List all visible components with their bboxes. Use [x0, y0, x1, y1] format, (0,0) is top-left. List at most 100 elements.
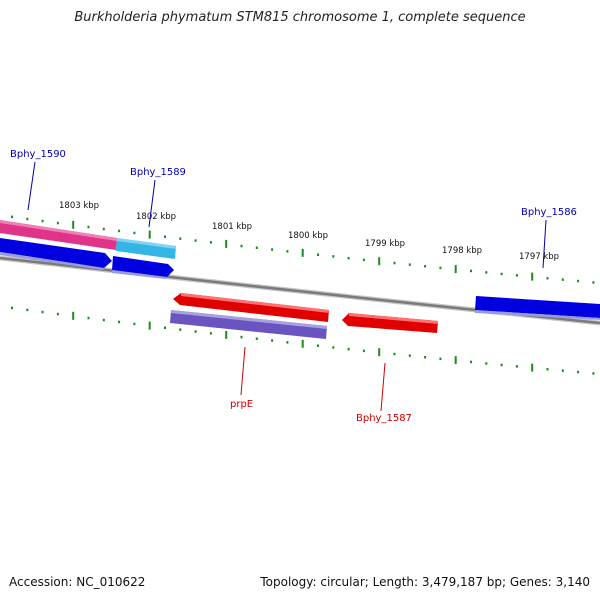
gene-label-prpE[interactable]: prpE [230, 399, 253, 410]
inner-track-tick [194, 330, 197, 333]
gene-cyan[interactable] [116, 238, 176, 259]
gene-pink[interactable] [0, 220, 117, 250]
outer-track-tick [209, 241, 212, 244]
inner-track-tick [531, 363, 534, 372]
inner-track-tick [179, 328, 182, 331]
inner-track-tick [301, 339, 304, 348]
outer-track-tick [485, 271, 488, 274]
inner-track-tick [546, 368, 549, 371]
inner-track-tick [255, 337, 258, 340]
outer-track-tick [393, 261, 396, 265]
inner-track-tick [577, 370, 580, 374]
outer-track-tick [347, 256, 350, 260]
outer-track-tick [592, 281, 595, 284]
outer-track-tick [271, 248, 274, 251]
outer-track-tick [148, 230, 151, 239]
outer-track-tick [72, 220, 75, 229]
inner-track-tick [209, 332, 212, 335]
inner-track-tick [378, 348, 381, 357]
outer-track-tick [454, 265, 457, 274]
inner-track-tick [87, 316, 90, 320]
tick-label-1797: 1797 kbp [519, 252, 559, 262]
outer-track-tick [11, 215, 13, 219]
inner-track-tick [225, 330, 228, 339]
map-title: Burkholderia phymatum STM815 chromosome … [74, 10, 526, 25]
outer-track-tick [546, 277, 549, 280]
leader-bphy-1586 [542, 219, 547, 269]
tick-label-1800: 1800 kbp [288, 231, 328, 241]
tick-label-1803: 1803 kbp [59, 201, 99, 211]
outer-track-tick [240, 244, 243, 248]
outer-track-tick [286, 250, 289, 253]
outer-track-tick [561, 278, 564, 281]
gene-bphy-1586[interactable] [475, 296, 600, 320]
inner-track-tick [102, 318, 105, 322]
outer-tick-track [11, 215, 595, 284]
outer-track-tick [41, 219, 44, 223]
inner-track-tick [271, 339, 274, 342]
footer-topology: Topology: circular; Length: 3,479,187 bp… [260, 575, 590, 589]
inner-track-tick [286, 341, 289, 344]
leader-prpE [240, 346, 246, 396]
inner-track-tick [148, 321, 151, 330]
inner-track-tick [11, 306, 13, 310]
inner-track-tick [41, 310, 44, 314]
tick-label-1798: 1798 kbp [442, 246, 482, 256]
inner-track-tick [470, 360, 472, 364]
inner-track-tick [592, 372, 595, 375]
tick-label-1802: 1802 kbp [136, 212, 176, 222]
outer-track-tick [439, 266, 442, 270]
tick-label-1801: 1801 kbp [212, 222, 252, 232]
inner-track-tick [332, 346, 335, 349]
outer-track-tick [301, 248, 304, 257]
gene-label-bphy-1590[interactable]: Bphy_1590 [10, 149, 66, 160]
inner-track-tick [485, 362, 488, 365]
gene-label-bphy-1587[interactable]: Bphy_1587 [356, 413, 412, 424]
gene-prpE-red[interactable] [173, 293, 329, 322]
inner-track-tick [424, 356, 427, 359]
inner-track-tick [164, 326, 166, 329]
outer-track-tick [362, 258, 365, 262]
inner-track-tick [439, 357, 442, 361]
leader-bphy-1590 [27, 161, 36, 211]
inner-track-tick [118, 320, 121, 324]
inner-track-tick [133, 322, 136, 326]
inner-track-tick [317, 344, 319, 347]
outer-track-tick [408, 263, 411, 266]
gene-bphy-1589[interactable] [112, 256, 174, 279]
inner-track-tick [362, 349, 365, 353]
outer-track-tick [102, 227, 105, 231]
gene-bphy-1587[interactable] [342, 313, 438, 333]
gene-bphy-1590[interactable] [0, 238, 112, 270]
inner-track-tick [347, 347, 350, 351]
inner-track-tick [26, 308, 29, 312]
outer-track-tick [332, 255, 335, 258]
leader-bphy-1589 [148, 179, 156, 228]
inner-track-tick [408, 354, 411, 357]
outer-track-tick [56, 221, 59, 225]
outer-track-tick [133, 231, 136, 235]
inner-track-tick [72, 311, 75, 320]
outer-track-tick [179, 237, 182, 240]
inner-track-tick [454, 356, 457, 365]
outer-track-tick [194, 239, 197, 242]
inner-track-tick [393, 352, 396, 356]
outer-track-tick [424, 265, 427, 268]
outer-track-tick [225, 239, 228, 248]
tick-label-1799: 1799 kbp [365, 239, 405, 249]
inner-track-tick [500, 363, 503, 367]
outer-track-tick [577, 279, 580, 283]
outer-track-tick [26, 217, 29, 221]
outer-track-tick [87, 225, 90, 229]
outer-track-tick [500, 272, 503, 276]
gene-prpE[interactable] [170, 310, 327, 339]
gene-label-bphy-1589[interactable]: Bphy_1589 [130, 167, 186, 178]
outer-track-tick [378, 257, 381, 266]
outer-track-tick [255, 246, 258, 249]
gene-label-bphy-1586[interactable]: Bphy_1586 [521, 207, 577, 218]
outer-track-tick [531, 272, 534, 281]
outer-track-tick [164, 235, 166, 238]
outer-track-tick [470, 269, 472, 273]
inner-track-tick [240, 335, 243, 339]
